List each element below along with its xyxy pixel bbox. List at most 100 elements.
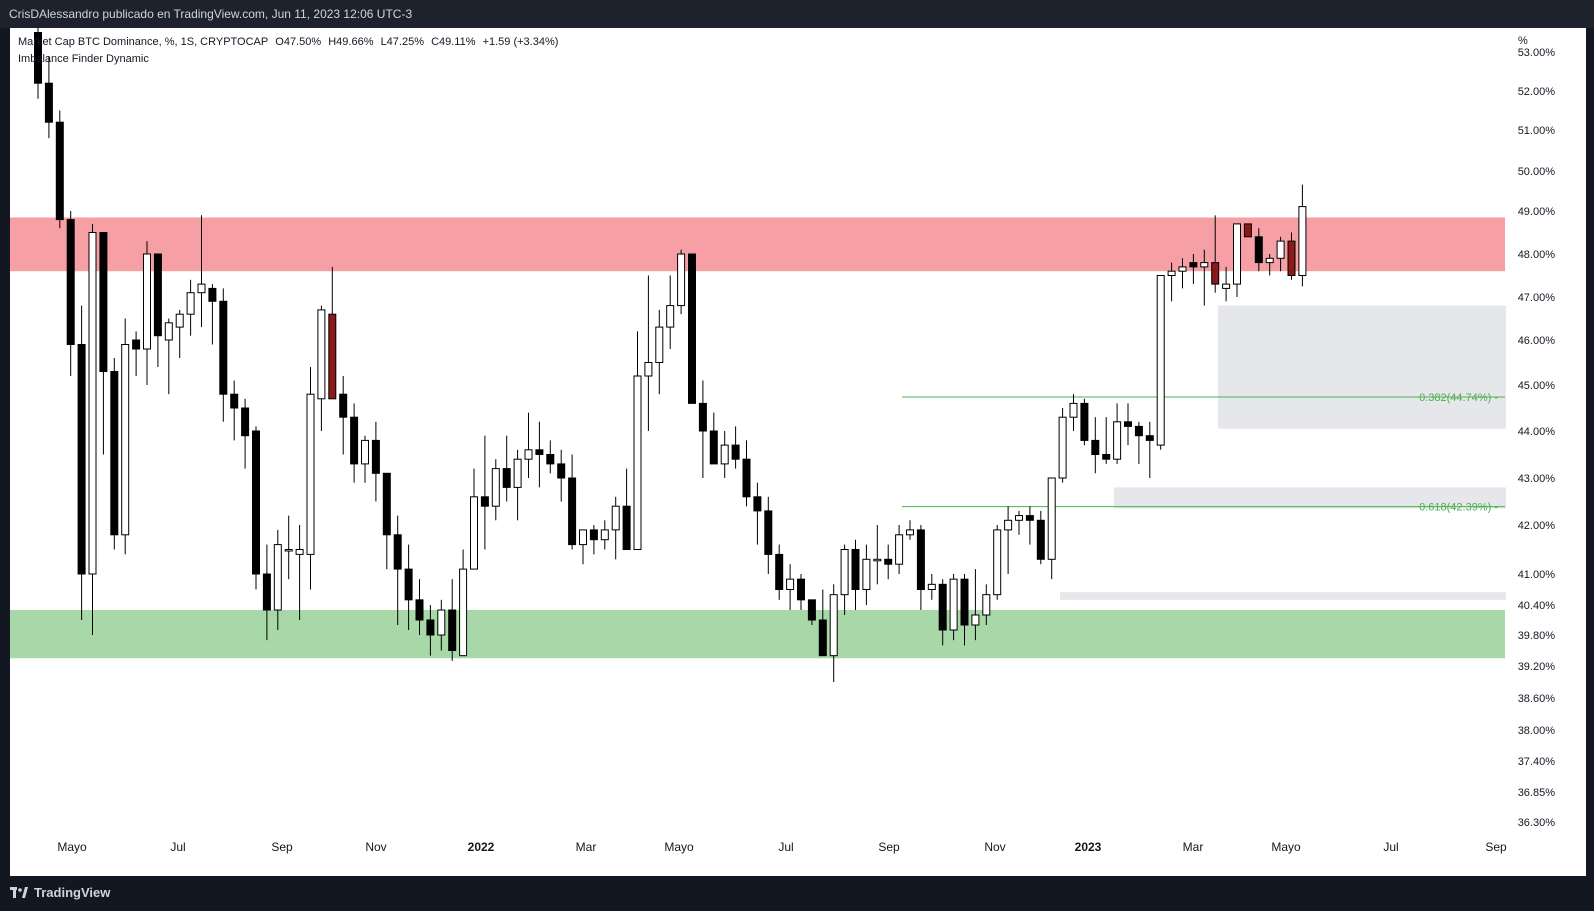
- candle-body: [644, 362, 653, 377]
- high-value: H49.66%: [328, 36, 374, 48]
- chart-legend: Market Cap BTC Dominance, %, 1S, CRYPTOC…: [18, 34, 562, 68]
- candle-body: [622, 505, 631, 551]
- y-axis-label: 42.00%: [1518, 520, 1556, 532]
- x-axis-label: Jul: [778, 840, 793, 854]
- y-axis-label: 37.40%: [1518, 756, 1556, 768]
- candle-body: [840, 549, 849, 596]
- candle-body: [916, 529, 925, 590]
- y-axis-label: 52.00%: [1518, 86, 1556, 98]
- candle-body: [448, 609, 457, 651]
- candle-body: [851, 549, 860, 590]
- y-axis-label: 36.30%: [1518, 817, 1556, 829]
- candle-body: [949, 578, 958, 631]
- candle-body: [143, 253, 151, 350]
- candle-body: [426, 619, 435, 636]
- candle-body: [459, 568, 468, 657]
- candle-body: [600, 529, 609, 541]
- candle-body: [153, 253, 162, 337]
- y-axis-label: 39.20%: [1518, 661, 1556, 673]
- candle-body: [829, 594, 838, 657]
- imbalance-box: [1218, 305, 1506, 429]
- candle-body: [55, 121, 64, 221]
- candle-body: [361, 439, 369, 465]
- chart-area[interactable]: 0.382(44.74%) - 0.618(42.39%) - 53.00% 52.0…: [10, 28, 1586, 876]
- candle-body: [1167, 270, 1176, 276]
- change-value: +1.59 (+3.34%): [482, 36, 559, 48]
- x-axis-label: Sep: [1485, 840, 1507, 854]
- candle-body: [807, 599, 816, 621]
- y-axis-label: 53.00%: [1518, 47, 1556, 59]
- candle-body: [895, 534, 904, 565]
- imbalance-box: [1114, 487, 1506, 509]
- candle-body: [927, 583, 936, 590]
- y-axis-label: 46.00%: [1518, 335, 1556, 347]
- candle-body: [568, 477, 577, 546]
- candle-body: [480, 496, 489, 507]
- candle-body: [306, 393, 315, 555]
- candle-body: [1015, 515, 1023, 521]
- candle-body: [491, 468, 500, 507]
- candle-body: [34, 32, 42, 84]
- low-value: L47.25%: [380, 36, 424, 48]
- candle-body: [698, 402, 707, 432]
- candle-body: [884, 558, 893, 565]
- candle-body: [317, 309, 326, 400]
- candle-body: [230, 393, 239, 409]
- candle-body: [1069, 402, 1078, 418]
- y-axis-label: 51.00%: [1518, 125, 1556, 137]
- candle-body: [197, 283, 206, 294]
- symbol-name: Market Cap BTC Dominance, %, 1S, CRYPTOC…: [18, 36, 269, 48]
- candle-body: [688, 253, 696, 404]
- candle-body: [720, 444, 729, 465]
- candle-body: [764, 510, 773, 555]
- candle-body: [666, 305, 675, 328]
- fib-label: 0.618(42.39%) -: [1419, 502, 1498, 514]
- x-axis-label: 2022: [468, 840, 495, 854]
- candle-body: [1145, 435, 1154, 441]
- candle-body: [252, 430, 260, 575]
- x-axis-label: Nov: [984, 840, 1005, 854]
- candle-body: [121, 344, 130, 536]
- candle-body: [1047, 477, 1056, 560]
- candlestick-chart[interactable]: 0.382(44.74%) - 0.618(42.39%) - 53.00% 52.0…: [10, 28, 1586, 876]
- candle-body: [1134, 425, 1143, 437]
- candle-body: [775, 553, 784, 591]
- x-axis-label: Sep: [878, 840, 900, 854]
- candle-body: [655, 326, 664, 364]
- x-axis-label: Nov: [365, 840, 386, 854]
- candle-body: [437, 609, 446, 636]
- candle-body: [339, 393, 348, 418]
- candle-body: [284, 549, 293, 552]
- y-axis-label: 38.60%: [1518, 693, 1556, 705]
- candle-body: [873, 558, 882, 562]
- x-axis-label: Mar: [1183, 840, 1204, 854]
- y-axis-label: 43.00%: [1518, 473, 1556, 485]
- candle-body: [393, 534, 402, 570]
- candle-body: [350, 416, 359, 465]
- open-value: O47.50%: [275, 36, 322, 48]
- close-value: C49.11%: [431, 36, 476, 48]
- y-axis-label: 48.00%: [1518, 249, 1556, 261]
- candle-body: [960, 578, 969, 626]
- candle-body: [164, 322, 173, 341]
- candle-body: [208, 287, 217, 302]
- candle-body: [1025, 515, 1034, 521]
- x-axis-label: 2023: [1075, 840, 1102, 854]
- candle-body: [557, 463, 566, 479]
- zone-support: [10, 610, 1505, 659]
- candle-body: [88, 232, 97, 575]
- brand-name: TradingView: [34, 885, 111, 900]
- candle-body: [993, 529, 1002, 596]
- candle-body: [470, 496, 478, 570]
- candle-body: [371, 439, 380, 474]
- symbol-legend-line: Market Cap BTC Dominance, %, 1S, CRYPTOC…: [18, 34, 562, 51]
- candle-body: [633, 375, 642, 550]
- y-axis-label: 50.00%: [1518, 166, 1556, 178]
- tradingview-brand[interactable]: TradingView: [10, 885, 110, 900]
- candle-body: [742, 458, 751, 498]
- candle-body: [938, 583, 947, 631]
- candle-body: [502, 468, 511, 488]
- tradingview-logo-icon: [10, 886, 28, 898]
- candle-body: [77, 344, 86, 575]
- y-axis-label: 36.85%: [1518, 787, 1556, 799]
